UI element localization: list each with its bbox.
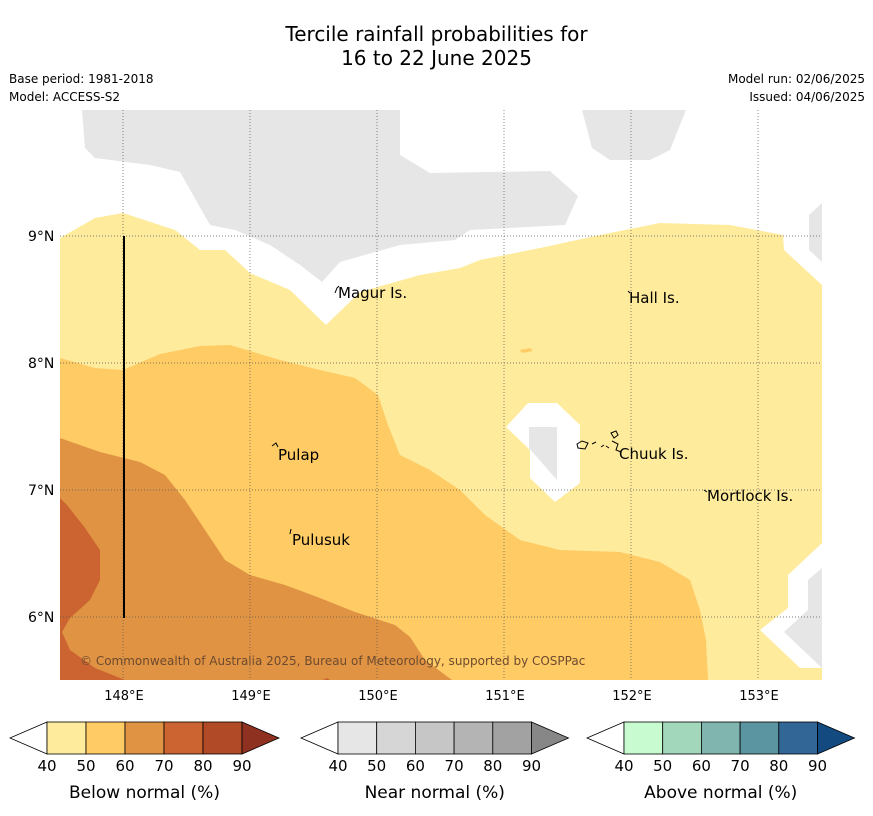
below-normal-50-patch xyxy=(520,348,533,353)
near-normal-region-north xyxy=(82,110,578,282)
colorbar-tick-label: 50 xyxy=(76,757,95,775)
place-label-chuuk: Chuuk Is. xyxy=(619,445,688,463)
colorbar-segment xyxy=(124,721,165,755)
colorbar-tick-label: 90 xyxy=(232,757,251,775)
colorbar-tick-label: 50 xyxy=(653,757,672,775)
lat-label: 9°N xyxy=(28,229,54,245)
near-normal-region-northeast xyxy=(582,110,686,160)
near-normal-region-chuuk xyxy=(529,427,557,480)
colorbar-segment xyxy=(85,721,126,755)
lat-label: 6°N xyxy=(28,610,54,626)
colorbar-tick-label: 70 xyxy=(731,757,750,775)
place-label-mortlock: Mortlock Is. xyxy=(707,487,793,505)
colorbar-segment xyxy=(46,721,87,755)
below-normal-60-region xyxy=(60,438,452,680)
colorbar-tick-label: 40 xyxy=(37,757,56,775)
lon-label: 153°E xyxy=(739,689,779,704)
lon-label: 152°E xyxy=(612,689,652,704)
colorbar-segment xyxy=(623,721,664,755)
below-normal-70-region-west xyxy=(60,498,125,680)
colorbar-1: 40 50 60 70 80 90 Below normal (%) xyxy=(8,721,281,803)
lon-label: 151°E xyxy=(485,689,525,704)
place-label-pulusuk: Pulusuk xyxy=(292,531,350,549)
colorbar-segment xyxy=(163,721,204,755)
colorbar-label: Below normal (%) xyxy=(69,783,220,803)
colorbar-tick-label: 60 xyxy=(115,757,134,775)
near-normal-region-southeast xyxy=(784,568,822,668)
place-label-hall: Hall Is. xyxy=(629,289,680,307)
issued-date: Issued: 04/06/2025 xyxy=(749,90,865,104)
colorbar-tick-label: 80 xyxy=(769,757,788,775)
meta-right: Model run: 02/06/2025 Issued: 04/06/2025 xyxy=(728,70,865,106)
colorbar-3: 40 50 60 70 80 90 Above normal (%) xyxy=(585,721,856,803)
colorbar-label: Near normal (%) xyxy=(365,783,505,803)
lon-label: 148°E xyxy=(104,689,144,704)
colorbar-tick-label: 70 xyxy=(154,757,173,775)
place-label-magur: Magur Is. xyxy=(338,284,407,302)
colorbar-segment xyxy=(492,721,532,755)
title-line-1: Tercile rainfall probabilities for xyxy=(285,22,588,46)
lat-label: 8°N xyxy=(28,356,54,372)
colorbar-segment xyxy=(662,721,702,755)
colorbar-tick-label: 40 xyxy=(328,757,347,775)
colorbar-tick-label: 80 xyxy=(483,757,502,775)
colorbars: 40 50 60 70 80 90 Below normal (%) 40 50 60 70 80 90… xyxy=(8,721,856,803)
colorbar-high-extension xyxy=(531,721,570,755)
near-normal-region-east-edge xyxy=(809,203,822,262)
colorbar-tick-label: 90 xyxy=(808,757,827,775)
colorbar-2: 40 50 60 70 80 90 Near normal (%) xyxy=(299,721,570,803)
title-line-2: 16 to 22 June 2025 xyxy=(341,46,532,70)
copyright-text: © Commonwealth of Australia 2025, Bureau… xyxy=(80,654,585,668)
colorbar-tick-label: 80 xyxy=(193,757,212,775)
base-period: Base period: 1981-2018 xyxy=(9,72,154,86)
colorbar-segment xyxy=(778,721,818,755)
meta-left: Base period: 1981-2018 Model: ACCESS-S2 xyxy=(9,70,154,106)
colorbar-low-extension xyxy=(299,721,339,755)
colorbar-tick-label: 90 xyxy=(522,757,541,775)
lon-label: 149°E xyxy=(231,689,271,704)
map-title: Tercile rainfall probabilities for 16 to… xyxy=(0,22,873,70)
colorbar-high-extension xyxy=(817,721,856,755)
colorbar-segment xyxy=(701,721,741,755)
colorbar-tick-label: 40 xyxy=(614,757,633,775)
lon-label: 150°E xyxy=(358,689,398,704)
colorbar-tick-label: 70 xyxy=(445,757,464,775)
colorbar-segment xyxy=(414,721,455,755)
colorbar-segment xyxy=(337,721,378,755)
colorbar-low-extension xyxy=(8,721,48,755)
colorbar-tick-label: 60 xyxy=(692,757,711,775)
colorbar-segment xyxy=(453,721,494,755)
colorbar-segment xyxy=(376,721,416,755)
model-run: Model run: 02/06/2025 xyxy=(727,72,865,86)
lat-label: 7°N xyxy=(28,483,54,499)
island-outlines xyxy=(271,285,708,535)
colorbar-segment xyxy=(739,721,780,755)
place-label-pulap: Pulap xyxy=(278,446,319,464)
colorbar-label: Above normal (%) xyxy=(644,783,797,803)
colorbar-tick-label: 50 xyxy=(367,757,386,775)
colorbar-low-extension xyxy=(585,721,625,755)
colorbar-high-extension xyxy=(241,721,281,755)
below-normal-70-region-south xyxy=(323,678,330,680)
colorbar-segment xyxy=(202,721,243,755)
colorbar-tick-label: 60 xyxy=(406,757,425,775)
model-name: Model: ACCESS-S2 xyxy=(9,90,121,104)
